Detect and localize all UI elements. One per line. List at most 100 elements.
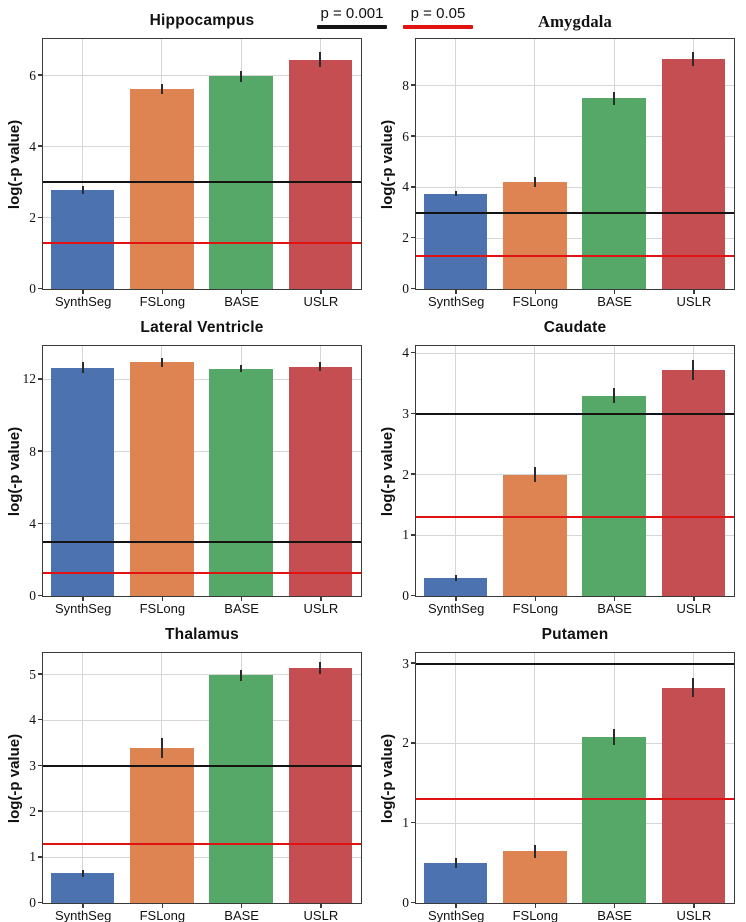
y-tick-mark (38, 74, 42, 76)
gridline-vertical (534, 653, 536, 903)
y-tick-label: 2 (402, 735, 409, 751)
bar-base (209, 675, 273, 903)
ref-line-p005 (43, 571, 361, 574)
x-tick-mark (693, 597, 695, 601)
bar-fslong (130, 362, 194, 596)
x-tick-mark (82, 904, 84, 908)
y-tick-label: 4 (402, 345, 409, 361)
subplot-lateral-ventricle: Lateral Ventricle log(-p value) 0 4 8 12 Syn… (0, 307, 373, 616)
bar-uslr (288, 59, 353, 289)
x-tick-label: BASE (224, 601, 259, 616)
y-tick-mark (38, 764, 42, 767)
y-tick-label: 0 (29, 588, 36, 603)
x-tick-mark (320, 904, 322, 908)
x-tick-label: FSLong (512, 908, 559, 922)
y-tick-label: 2 (29, 209, 36, 225)
bar-fslong (503, 851, 567, 903)
ref-line-p001 (43, 764, 361, 767)
x-tick-mark (161, 597, 164, 601)
y-tick-label: 1 (402, 527, 409, 543)
gridline-horizontal (43, 719, 361, 721)
x-tick-mark (455, 904, 457, 908)
y-tick-mark (411, 236, 415, 239)
y-tick-mark (411, 473, 415, 475)
x-tick-label: SynthSeg (427, 908, 485, 922)
bar-fslong (503, 182, 567, 289)
y-tick-label: 6 (402, 128, 409, 144)
error-bar-base (613, 729, 616, 745)
y-tick-mark (38, 810, 42, 812)
gridline-horizontal (416, 186, 734, 188)
plot-area (42, 345, 362, 597)
bar-base (209, 368, 273, 596)
x-tick-label: FSLong (512, 294, 559, 309)
bar-uslr (661, 59, 726, 289)
gridline-horizontal (43, 451, 361, 453)
y-tick-mark (38, 216, 42, 219)
ref-line-p001 (416, 662, 734, 665)
plot-area (415, 652, 735, 904)
error-bar-synthseg (81, 869, 84, 877)
y-tick-label: 8 (29, 443, 36, 459)
x-tick-label: BASE (597, 601, 632, 616)
x-tick-mark (455, 290, 457, 294)
error-bar-synthseg (81, 185, 84, 195)
x-tick-mark (240, 904, 243, 908)
y-tick-label: 6 (29, 67, 36, 83)
y-tick-mark (411, 84, 415, 86)
gridline-horizontal (416, 237, 734, 239)
x-tick-label: FSLong (139, 908, 186, 922)
plot-area (415, 38, 735, 290)
y-tick-mark (411, 821, 415, 824)
error-bar-base (240, 669, 243, 682)
chart-title: Caudate (543, 319, 607, 336)
ref-line-p005 (43, 241, 361, 244)
y-tick-mark (411, 186, 415, 188)
x-tick-label: USLR (676, 908, 712, 922)
bar-base (582, 737, 646, 903)
x-tick-label: FSLong (139, 601, 186, 616)
y-axis-label: log(-p value) (379, 733, 397, 823)
gridline-vertical (455, 653, 457, 903)
x-tick-mark (455, 597, 457, 601)
bar-synthseg (423, 577, 488, 596)
error-bar-uslr (319, 362, 322, 372)
x-tick-mark (320, 597, 322, 601)
y-tick-mark (411, 135, 415, 137)
gridline-vertical (534, 39, 536, 289)
bar-uslr (661, 370, 726, 596)
y-tick-mark (38, 522, 42, 525)
error-bar-base (613, 92, 616, 105)
bar-uslr (288, 667, 353, 903)
subplot-caudate: Caudate log(-p value) 0 1 2 3 4 SynthSeg FSLon… (373, 307, 746, 616)
x-tick-mark (613, 597, 616, 601)
y-tick-mark (38, 145, 42, 147)
y-tick-label: 4 (29, 712, 36, 728)
ref-line-p001 (43, 181, 361, 184)
x-tick-label: USLR (303, 294, 339, 309)
gridline-horizontal (43, 146, 361, 148)
x-tick-mark (693, 904, 695, 908)
x-tick-mark (82, 290, 84, 294)
x-tick-label: USLR (676, 601, 712, 616)
y-tick-label: 0 (402, 588, 409, 603)
gridline-vertical (455, 39, 457, 289)
ref-line-p005 (43, 842, 361, 845)
subplot-putamen: Putamen log(-p value) 0 1 2 3 SynthSeg FSLong… (373, 614, 746, 922)
bar-synthseg (50, 367, 115, 596)
x-tick-mark (161, 904, 164, 908)
y-tick-mark (38, 450, 42, 452)
x-tick-label: BASE (224, 908, 259, 922)
error-bar-base (240, 365, 243, 373)
x-tick-mark (240, 290, 243, 294)
gridline-vertical (455, 346, 457, 596)
bar-synthseg (50, 873, 115, 903)
x-tick-mark (613, 904, 616, 908)
y-tick-label: 2 (402, 230, 409, 246)
y-tick-label: 4 (402, 179, 409, 195)
y-tick-mark (411, 742, 415, 744)
y-tick-mark (38, 378, 42, 380)
y-tick-mark (38, 901, 42, 904)
error-bar-synthseg (454, 858, 457, 868)
y-tick-label: 0 (29, 895, 36, 910)
